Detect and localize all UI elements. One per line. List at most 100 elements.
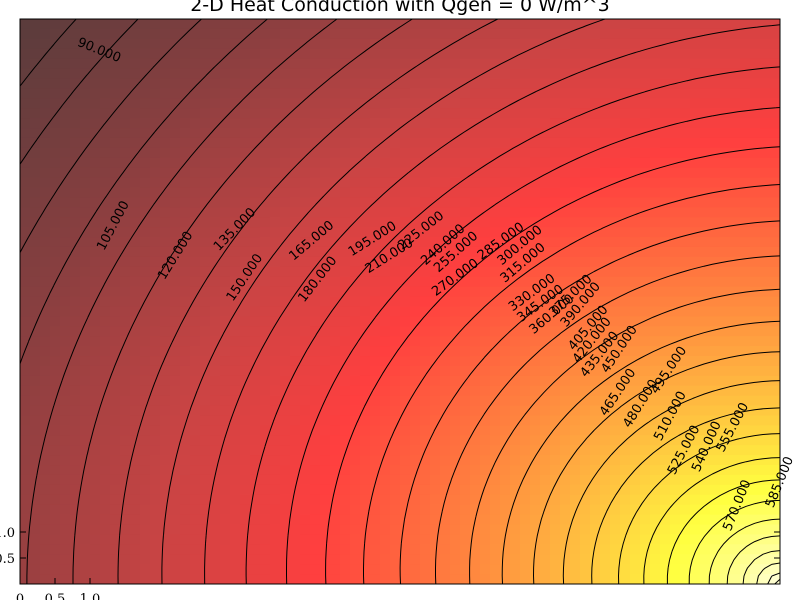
heat-cell (590, 128, 601, 139)
heat-cell (420, 346, 431, 357)
heat-cell (260, 19, 271, 30)
heat-cell (750, 484, 761, 496)
heat-cell (660, 504, 671, 516)
heat-cell (450, 494, 461, 506)
heat-cell (470, 405, 481, 417)
heat-cell (280, 227, 291, 238)
heat-cell (720, 187, 731, 199)
heat-cell (730, 167, 741, 179)
heat-cell (30, 286, 41, 298)
heat-cell (380, 375, 391, 387)
heat-cell (30, 435, 41, 446)
heat-cell (130, 38, 141, 50)
heat-cell (120, 356, 131, 367)
heat-cell (520, 336, 531, 347)
heat-cell (270, 177, 281, 189)
heat-cell (450, 286, 461, 298)
heat-cell (370, 19, 381, 30)
heat-cell (370, 137, 381, 149)
heat-cell (700, 514, 711, 526)
heat-cell (120, 514, 131, 526)
heat-cell (290, 48, 301, 60)
heat-cell (600, 504, 611, 516)
heat-cell (660, 465, 671, 476)
heat-cell (130, 276, 141, 288)
heat-cell (380, 256, 391, 268)
heat-cell (590, 296, 601, 308)
heat-cell (100, 544, 111, 555)
heat-cell (640, 237, 651, 248)
heat-cell (170, 405, 181, 417)
heat-cell (710, 187, 721, 199)
heat-cell (580, 108, 591, 119)
heat-cell (120, 415, 131, 426)
heat-cell (520, 19, 531, 30)
heat-cell (460, 266, 471, 278)
heat-cell (750, 435, 761, 446)
heat-cell (690, 504, 701, 516)
heat-cell (110, 256, 121, 268)
heat-cell (600, 19, 611, 30)
heat-cell (210, 108, 221, 119)
heat-cell (320, 445, 331, 456)
heat-cell (120, 187, 131, 199)
heat-cell (690, 48, 701, 60)
heat-cell (250, 256, 261, 268)
heat-cell (490, 167, 501, 179)
heat-cell (110, 78, 121, 89)
heat-cell (50, 266, 61, 278)
heat-cell (80, 237, 91, 248)
heat-cell (420, 157, 431, 169)
heat-cell (320, 316, 331, 327)
heat-cell (90, 316, 101, 327)
heat-cell (630, 316, 641, 327)
heat-cell (520, 48, 531, 60)
heat-cell (490, 365, 501, 377)
heat-cell (730, 356, 741, 367)
heat-cell (500, 296, 511, 308)
heat-cell (270, 524, 281, 536)
heat-cell (590, 336, 601, 347)
heat-cell (360, 157, 371, 169)
heat-cell (90, 474, 101, 486)
heat-cell (90, 128, 101, 139)
heat-cell (660, 524, 671, 536)
heat-cell (690, 465, 701, 476)
heat-cell (570, 266, 581, 278)
heat-cell (60, 494, 71, 506)
heat-cell (420, 187, 431, 199)
heat-cell (330, 266, 341, 278)
heat-cell (490, 256, 501, 268)
heat-cell (440, 534, 451, 545)
heat-cell (170, 326, 181, 337)
heat-cell (170, 19, 181, 30)
heat-cell (230, 385, 241, 397)
heat-cell (700, 38, 711, 50)
heat-cell (670, 187, 681, 199)
heat-cell (700, 375, 711, 387)
heat-cell (280, 306, 291, 317)
heat-cell (320, 147, 331, 159)
heat-cell (320, 356, 331, 367)
heat-cell (580, 48, 591, 60)
heat-cell (630, 227, 641, 238)
heat-cell (290, 28, 301, 40)
heat-cell (680, 544, 691, 555)
heat-cell (150, 38, 161, 50)
heat-cell (420, 405, 431, 417)
heat-cell (60, 137, 71, 149)
heat-cell (200, 385, 211, 397)
heat-cell (190, 375, 201, 387)
heat-cell (520, 554, 531, 565)
heat-cell (660, 276, 671, 288)
heat-cell (570, 365, 581, 377)
heat-cell (450, 207, 461, 218)
heat-cell (70, 544, 81, 555)
heat-cell (410, 197, 421, 208)
heat-cell (240, 88, 251, 99)
heat-cell (700, 276, 711, 288)
heat-cell (260, 187, 271, 199)
heat-cell (520, 296, 531, 308)
heat-cell (380, 455, 391, 466)
heat-cell (360, 375, 371, 387)
